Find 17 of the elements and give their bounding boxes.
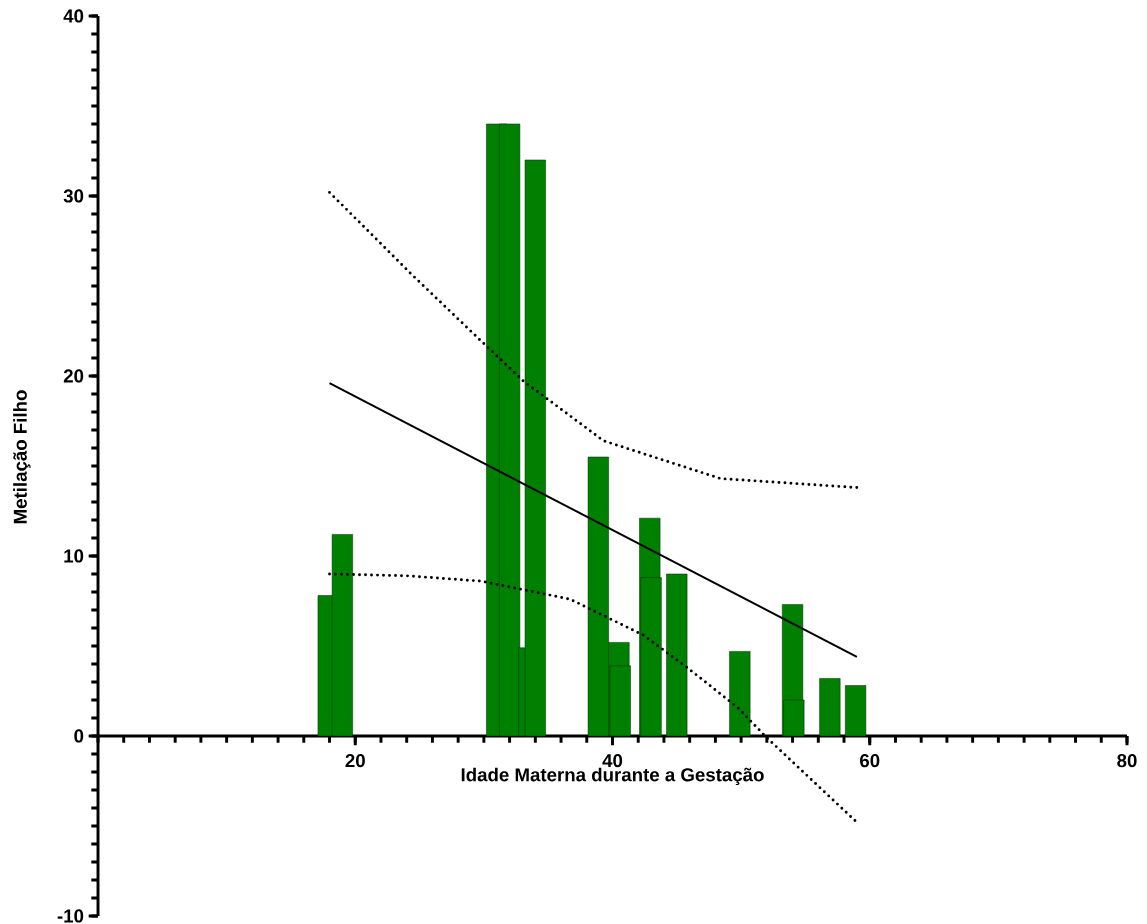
x-tick-label: 60 [860,754,880,768]
line-series [328,190,859,490]
y-tick-label: 20 [63,369,84,383]
x-axis-title: Idade Materna durante a Gestação [461,767,764,786]
y-tick-label: -10 [57,909,84,923]
bar [819,678,841,737]
y-tick-label: 40 [63,9,84,23]
x-tick-label: 80 [1117,754,1137,768]
y-tick-label: 0 [74,729,84,743]
y-axis-title: Metilação Filho [13,390,31,524]
bar [729,651,751,737]
y-tick-label: 30 [63,189,84,203]
bar [666,573,688,737]
y-tick-label: 10 [64,549,84,563]
x-tick-label: 40 [602,754,623,768]
x-tick-label: 20 [345,754,365,768]
bar [845,685,867,737]
